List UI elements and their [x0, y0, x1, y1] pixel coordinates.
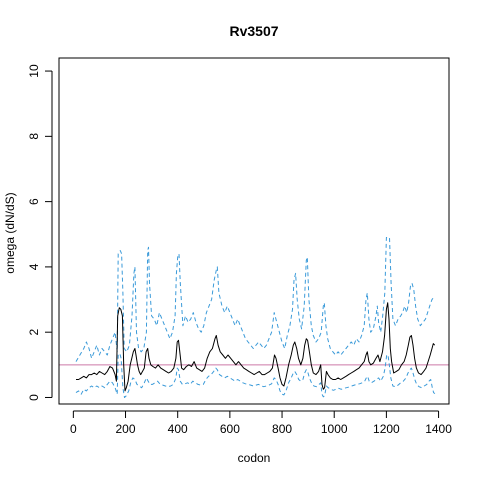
- plot-frame: [58, 57, 450, 405]
- x-tick-label: 1400: [425, 422, 452, 436]
- lower-series-line: [75, 352, 436, 398]
- y-tick-label: 0: [27, 394, 41, 401]
- x-tick-label: 400: [168, 422, 188, 436]
- mean-series-line: [76, 302, 436, 392]
- y-tick-label: 8: [27, 133, 41, 140]
- x-tick-label: 200: [116, 422, 136, 436]
- y-axis-label: omega (dN/dS): [3, 192, 17, 273]
- x-tick-label: 0: [70, 422, 77, 436]
- chart-title: Rv3507: [229, 23, 278, 39]
- y-tick-label: 6: [27, 198, 41, 205]
- y-tick-label: 10: [27, 64, 41, 78]
- upper-series-line: [75, 237, 436, 362]
- x-tick-label: 1000: [321, 422, 348, 436]
- y-tick-label: 4: [27, 263, 41, 270]
- x-tick-label: 600: [220, 422, 240, 436]
- axes-layer: 0 200 400 600 800 1000 1200 1400 0 2 4 6 8 10: [27, 64, 452, 436]
- x-tick-label: 800: [272, 422, 292, 436]
- x-tick-label: 1200: [373, 422, 400, 436]
- x-axis-label: codon: [238, 451, 271, 465]
- series-layer: [75, 237, 436, 398]
- y-tick-label: 2: [27, 329, 41, 336]
